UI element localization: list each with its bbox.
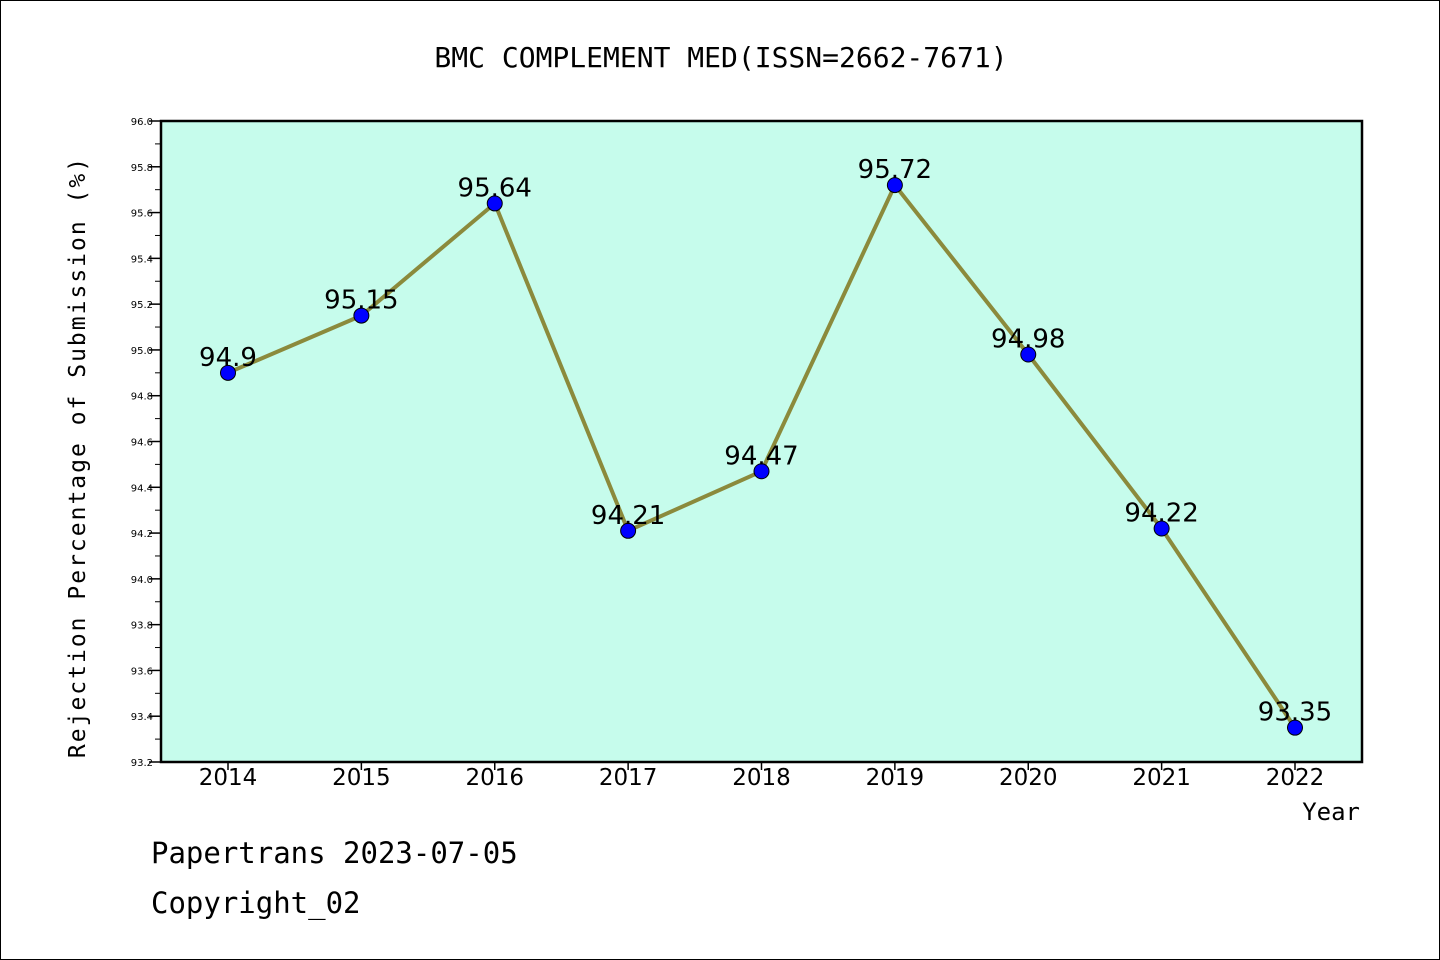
chart-title: BMC COMPLEMENT MED(ISSN=2662-7671) (434, 41, 1007, 74)
data-label: 95.15 (324, 286, 398, 316)
footer-copyright: Copyright_02 (151, 886, 361, 920)
data-label: 94.22 (1124, 498, 1198, 528)
y-tick-label: 93.6 (131, 666, 153, 677)
data-label: 95.72 (858, 155, 932, 185)
data-label: 95.64 (458, 173, 532, 203)
x-tick-label: 2021 (1132, 765, 1191, 791)
x-tick-label: 2020 (999, 765, 1058, 791)
y-tick-label: 95.6 (131, 209, 153, 220)
data-label: 93.35 (1258, 698, 1332, 728)
data-markers (220, 177, 1303, 736)
data-point (353, 307, 370, 324)
y-tick-label: 93.8 (131, 621, 153, 632)
y-tick-label: 95.8 (131, 163, 153, 174)
data-point (620, 522, 637, 539)
data-label: 94.9 (199, 343, 257, 373)
plot-border (159, 119, 1364, 764)
data-point (1020, 346, 1037, 363)
x-tick-label: 2014 (199, 765, 258, 791)
y-tick-label: 93.4 (131, 712, 153, 723)
y-tick-label: 94.6 (131, 438, 153, 449)
data-labels: 94.9 95.15 95.64 94.21 94.47 95.72 94.98 94.22 9… (199, 155, 1332, 728)
data-point (486, 195, 503, 212)
x-tick-label: 2019 (866, 765, 925, 791)
data-point (220, 364, 236, 381)
y-axis-ticks: 93.2 93.4 93.6 93.8 94.0 94.2 94.4 94.6 94.8 95.0… (131, 117, 161, 769)
x-tick-label: 2017 (599, 765, 658, 791)
data-point (886, 177, 903, 194)
x-axis-label: Year (1302, 798, 1360, 826)
data-point (1287, 719, 1303, 736)
data-label: 94.47 (724, 441, 798, 471)
data-point (753, 463, 770, 480)
x-tick-label: 2022 (1266, 765, 1325, 791)
y-tick-label: 94.4 (131, 483, 153, 494)
y-tick-label: 95.0 (131, 346, 153, 357)
y-tick-label: 96.0 (131, 117, 153, 128)
x-tick-label: 2016 (465, 765, 524, 791)
data-label: 94.98 (991, 325, 1065, 355)
data-label: 94.21 (591, 501, 665, 531)
x-tick-label: 2015 (332, 765, 391, 791)
y-tick-label: 93.2 (131, 758, 153, 769)
plot-area (161, 121, 1362, 762)
y-tick-label: 94.2 (131, 529, 153, 540)
y-tick-label: 94.0 (131, 575, 153, 586)
x-axis-ticks: 2014 2015 2016 2017 2018 2019 2020 2021 2022 (199, 762, 1325, 791)
x-tick-label: 2018 (732, 765, 791, 791)
y-axis-label: Rejection Percentage of Submission (%) (65, 156, 91, 758)
y-tick-label: 95.4 (131, 254, 153, 265)
y-tick-label: 94.8 (131, 392, 153, 403)
footer-date: Papertrans 2023-07-05 (151, 836, 518, 870)
data-point (1153, 520, 1170, 537)
y-tick-label: 95.2 (131, 300, 153, 311)
